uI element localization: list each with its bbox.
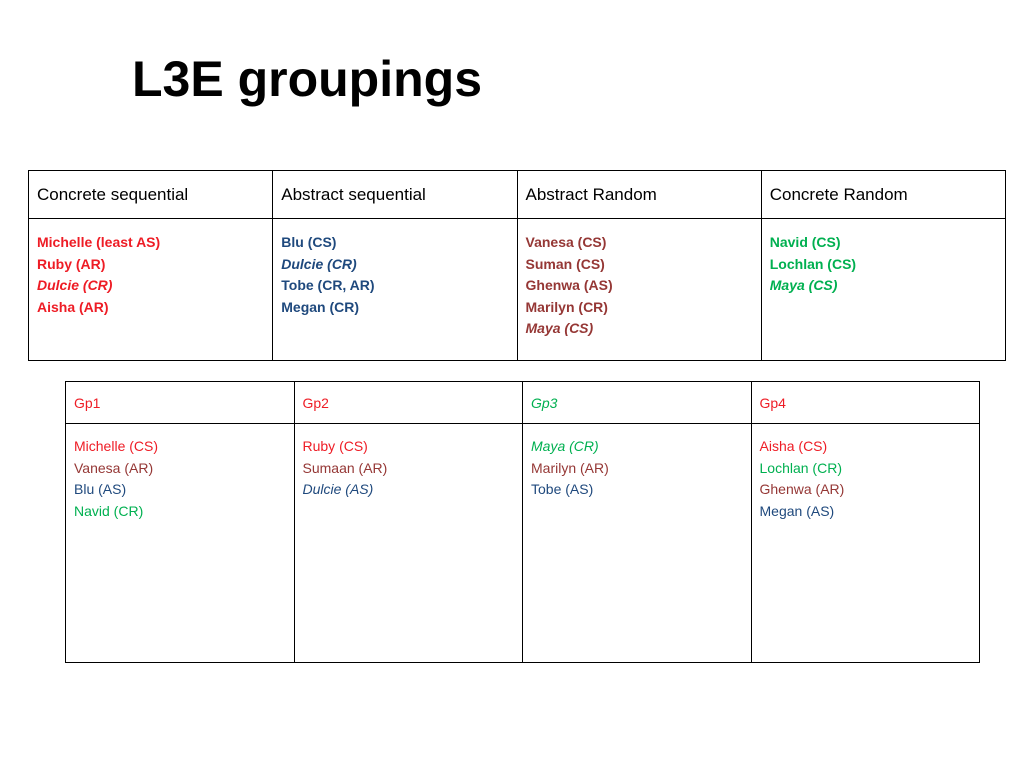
gp2-cell: Ruby (CS) Sumaan (AR) Dulcie (AS) — [293, 423, 523, 663]
member-name: Tobe (AS) — [531, 481, 594, 497]
member-name: Megan (CR) — [281, 298, 360, 315]
member-name: Suman (CS) — [525, 255, 605, 272]
member-name: Ghenwa (AR) — [759, 481, 845, 497]
member-name: Maya (CS) — [525, 320, 594, 336]
groups-header-row: Gp1 Gp2 Gp3 Gp4 — [65, 381, 980, 424]
member-name: Navid (CR) — [74, 502, 144, 519]
groups-body-row: Michelle (CS) Vanesa (AR) Blu (AS) Navid (C… — [65, 423, 980, 663]
abstract-sequential-cell: Blu (CS) Dulcie (CR) Tobe (CR, AR) Megan (C… — [272, 218, 518, 361]
header-concrete-sequential: Concrete sequential — [27, 170, 274, 219]
member-name: Navid (CS) — [769, 234, 841, 250]
groups-table: Gp1 Gp2 Gp3 Gp4 Michelle (CS) Vanesa (AR)… — [65, 381, 980, 663]
header-abstract-sequential: Abstract sequential — [272, 170, 518, 219]
gp4-cell: Aisha (CS) Lochlan (CR) Ghenwa (AR) Megan (… — [750, 423, 980, 663]
member-name: Marilyn (AR) — [531, 459, 609, 476]
member-name: Maya (CS) — [769, 277, 838, 293]
member-name: Michelle (least AS) — [37, 234, 161, 250]
member-name: Aisha (CS) — [759, 438, 828, 454]
abstract-random-cell: Vanesa (CS) Suman (CS) Ghenwa (AS) Marilyn … — [516, 218, 762, 361]
header-gp4: Gp4 — [750, 381, 980, 424]
gp3-cell: Maya (CR) Marilyn (AR) Tobe (AS) — [522, 423, 752, 663]
member-name: Aisha (AR) — [37, 298, 109, 315]
member-name: Michelle (CS) — [74, 438, 159, 454]
styles-header-row: Concrete sequential Abstract sequential … — [27, 170, 1007, 219]
member-name: Blu (AS) — [74, 481, 127, 497]
concrete-random-cell: Navid (CS) Lochlan (CS) Maya (CS) — [760, 218, 1007, 361]
member-name: Blu (CS) — [281, 234, 337, 250]
header-concrete-random: Concrete Random — [760, 170, 1007, 219]
member-name: Ruby (CS) — [302, 438, 368, 454]
member-name: Lochlan (CR) — [759, 459, 842, 476]
styles-body-row: Michelle (least AS) Ruby (AR) Dulcie (CR) A… — [27, 218, 1007, 361]
member-name: Ruby (AR) — [37, 255, 106, 272]
member-name: Dulcie (CR) — [37, 277, 113, 293]
member-name: Vanesa (CS) — [525, 234, 607, 250]
learning-styles-table: Concrete sequential Abstract sequential … — [27, 170, 1007, 361]
member-name: Dulcie (AS) — [302, 481, 374, 497]
member-name: Dulcie (CR) — [281, 255, 357, 272]
concrete-sequential-cell: Michelle (least AS) Ruby (AR) Dulcie (CR) A… — [27, 218, 274, 361]
member-name: Ghenwa (AS) — [525, 277, 613, 293]
header-gp1: Gp1 — [65, 381, 295, 424]
member-name: Sumaan (AR) — [302, 459, 388, 476]
page-title: L3E groupings — [132, 51, 482, 107]
member-name: Tobe (CR, AR) — [281, 277, 375, 293]
header-abstract-random: Abstract Random — [516, 170, 762, 219]
member-name: Megan (AS) — [759, 502, 835, 519]
header-gp2: Gp2 — [293, 381, 523, 424]
member-name: Vanesa (AR) — [74, 459, 154, 476]
member-name: Maya (CR) — [531, 438, 599, 454]
header-gp3: Gp3 — [522, 381, 752, 424]
member-name: Marilyn (CR) — [525, 298, 608, 315]
gp1-cell: Michelle (CS) Vanesa (AR) Blu (AS) Navid (C… — [65, 423, 295, 663]
member-name: Lochlan (CS) — [769, 255, 857, 272]
